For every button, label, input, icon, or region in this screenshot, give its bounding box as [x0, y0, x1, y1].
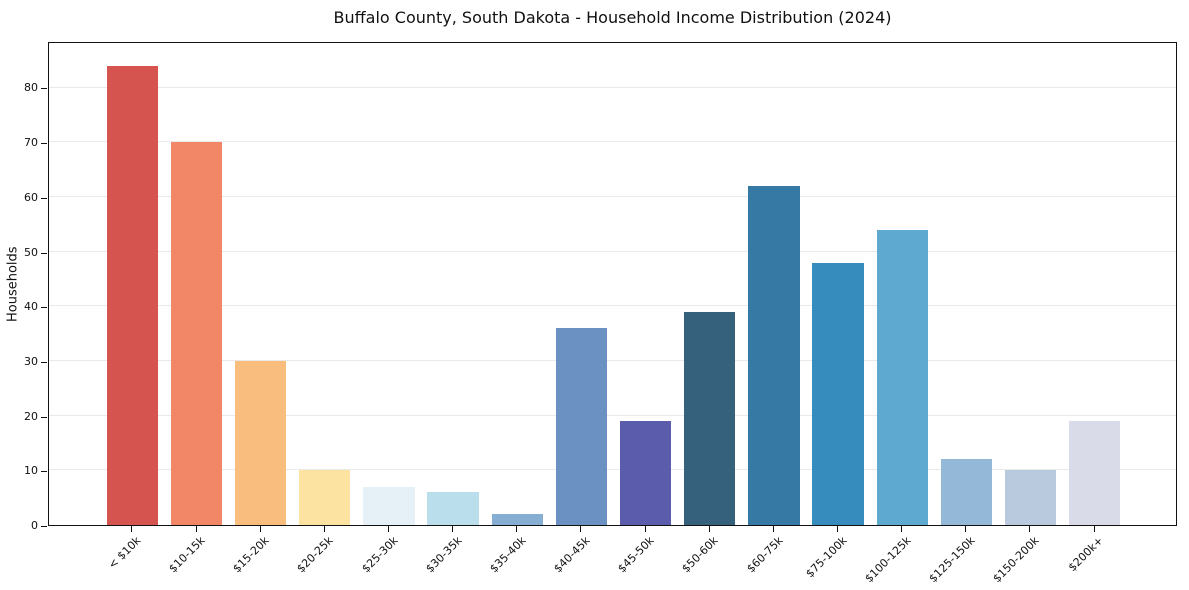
y-tick-mark — [41, 471, 47, 473]
x-tick-mark — [965, 526, 967, 532]
y-tick-label: 60 — [24, 190, 38, 204]
gridline — [49, 141, 1176, 143]
bar — [363, 486, 415, 525]
x-tick-mark — [259, 526, 261, 532]
bar — [1004, 470, 1057, 525]
x-tick-mark — [708, 526, 710, 532]
gridline — [49, 359, 1176, 361]
gridline — [49, 195, 1176, 197]
y-tick-mark — [41, 143, 47, 145]
y-tick-mark — [41, 88, 47, 90]
plot-area — [48, 42, 1177, 526]
y-tick-mark — [41, 307, 47, 309]
bar — [170, 142, 223, 525]
x-tick-label-text: $125-150k — [926, 534, 978, 586]
bar — [235, 360, 287, 525]
bar — [1068, 421, 1121, 525]
y-tick-label: 30 — [24, 354, 38, 368]
x-tick-mark — [1093, 526, 1095, 532]
y-tick-label: 80 — [24, 81, 38, 95]
x-tick-label-text: $30-35k — [423, 534, 465, 576]
y-tick-mark — [41, 361, 47, 363]
gridline — [49, 86, 1176, 88]
x-tick-label-text: $10-15k — [166, 534, 208, 576]
x-tick-label-text: $35-40k — [487, 534, 529, 576]
y-tick-label: 0 — [31, 519, 38, 532]
bar — [748, 185, 800, 525]
x-tick-label-text: $25-30k — [358, 534, 401, 576]
bar — [299, 470, 351, 525]
bar — [812, 262, 864, 525]
bar — [684, 311, 736, 525]
x-tick-label-text: $45-50k — [615, 534, 657, 576]
gridline — [49, 469, 1176, 471]
x-tick-label-text: $60-75k — [743, 534, 786, 576]
x-tick-label-text: $100-125k — [862, 534, 914, 586]
bar — [491, 514, 543, 525]
bar — [106, 65, 159, 525]
x-tick-label-text: $40-45k — [551, 534, 593, 576]
y-tick-mark — [41, 197, 47, 199]
chart-title: Buffalo County, South Dakota - Household… — [333, 8, 892, 27]
y-tick-label: 20 — [24, 409, 38, 423]
x-tick-label-text: $15-20k — [230, 534, 272, 576]
x-tick-mark — [323, 526, 325, 532]
x-tick-mark — [195, 526, 197, 532]
bar — [555, 328, 608, 525]
x-tick-mark — [772, 526, 774, 532]
x-tick-mark — [580, 526, 582, 532]
x-tick-label-text: $150-200k — [990, 534, 1042, 586]
gridline — [49, 305, 1176, 307]
x-tick-mark — [387, 526, 389, 532]
x-tick-mark — [1029, 526, 1031, 532]
x-tick-label-text: $20-25k — [294, 534, 337, 576]
y-tick-mark — [41, 526, 47, 527]
gridline — [49, 414, 1176, 416]
x-tick-label-text: $200k+ — [1065, 534, 1106, 575]
x-tick-label-text: $50-60k — [679, 534, 721, 576]
x-tick-mark — [516, 526, 518, 532]
y-tick-mark — [41, 252, 47, 254]
x-tick-mark — [644, 526, 646, 532]
bar — [427, 492, 479, 525]
bar — [619, 421, 672, 525]
x-tick-mark — [837, 526, 839, 532]
x-tick-label-text: $75-100k — [803, 534, 850, 581]
x-tick-mark — [901, 526, 903, 532]
x-tick-label-text: < $10k — [106, 534, 144, 572]
y-tick-label: 50 — [24, 245, 38, 259]
bar — [940, 459, 992, 525]
y-tick-label: 10 — [24, 464, 38, 478]
y-tick-label: 40 — [24, 300, 38, 314]
bar — [876, 229, 928, 525]
x-tick-mark — [452, 526, 454, 532]
gridline — [49, 250, 1176, 252]
y-tick-mark — [41, 416, 47, 418]
y-axis-label: Households — [5, 246, 21, 322]
x-tick-mark — [131, 526, 133, 532]
y-tick-label: 70 — [24, 136, 38, 150]
